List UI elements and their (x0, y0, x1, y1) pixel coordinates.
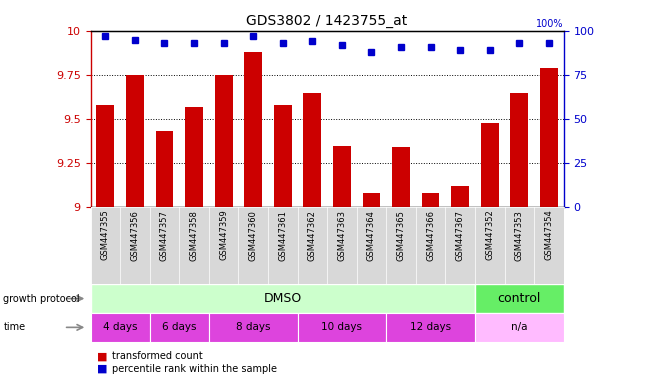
Text: GSM447367: GSM447367 (456, 210, 464, 261)
Bar (274, 105, 292, 207)
Text: GSM447365: GSM447365 (397, 210, 405, 260)
Text: 12 days: 12 days (410, 322, 451, 333)
Text: GSM447359: GSM447359 (219, 210, 228, 260)
Text: GSM447362: GSM447362 (308, 210, 317, 260)
Bar (91, 284, 475, 313)
Bar (156, 131, 173, 207)
Bar (215, 75, 232, 207)
Bar (421, 193, 440, 207)
Bar (244, 52, 262, 207)
Text: GSM447356: GSM447356 (130, 210, 140, 260)
Bar (511, 93, 528, 207)
Bar (209, 313, 297, 342)
Bar (481, 122, 499, 207)
Text: GSM447361: GSM447361 (278, 210, 287, 260)
Bar (97, 105, 114, 207)
Bar (297, 313, 386, 342)
Title: GDS3802 / 1423755_at: GDS3802 / 1423755_at (246, 14, 408, 28)
Text: control: control (498, 292, 541, 305)
Text: GSM447364: GSM447364 (367, 210, 376, 260)
Bar (150, 313, 209, 342)
Text: GSM447363: GSM447363 (338, 210, 346, 261)
Text: GSM447358: GSM447358 (190, 210, 199, 260)
Text: 10 days: 10 days (321, 322, 362, 333)
Bar (333, 146, 351, 207)
Bar (185, 107, 203, 207)
Text: n/a: n/a (511, 322, 527, 333)
Text: percentile rank within the sample: percentile rank within the sample (112, 364, 277, 374)
Text: GSM447354: GSM447354 (544, 210, 554, 260)
Text: 8 days: 8 days (236, 322, 270, 333)
Bar (126, 75, 144, 207)
Text: GSM447360: GSM447360 (249, 210, 258, 260)
Text: 6 days: 6 days (162, 322, 197, 333)
Bar (386, 313, 475, 342)
Text: 4 days: 4 days (103, 322, 138, 333)
Bar (475, 313, 564, 342)
Text: ■: ■ (97, 364, 111, 374)
Text: growth protocol: growth protocol (3, 293, 80, 304)
Text: GSM447352: GSM447352 (485, 210, 495, 260)
Text: 100%: 100% (536, 19, 564, 29)
Bar (303, 93, 321, 207)
Bar (475, 284, 564, 313)
Text: DMSO: DMSO (264, 292, 302, 305)
Bar (540, 68, 558, 207)
Bar (452, 186, 469, 207)
Text: GSM447366: GSM447366 (426, 210, 435, 261)
Text: GSM447357: GSM447357 (160, 210, 169, 260)
Bar (392, 147, 410, 207)
Text: transformed count: transformed count (112, 351, 203, 361)
Text: GSM447355: GSM447355 (101, 210, 110, 260)
Text: ■: ■ (97, 351, 111, 361)
Text: time: time (3, 322, 25, 333)
Bar (362, 193, 380, 207)
Text: GSM447353: GSM447353 (515, 210, 524, 260)
Bar (91, 313, 150, 342)
